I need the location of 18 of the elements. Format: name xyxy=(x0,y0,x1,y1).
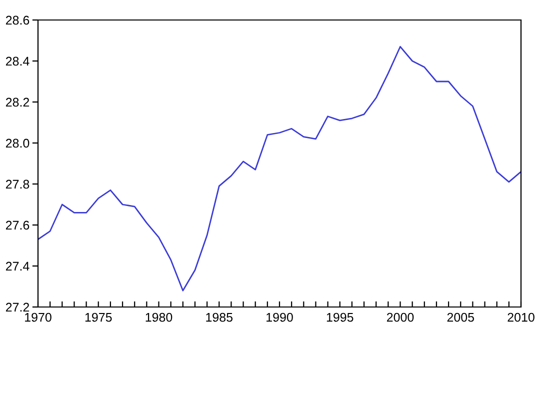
y-tick-label: 28.2 xyxy=(6,98,30,107)
x-tick-label: 1980 xyxy=(146,312,172,322)
y-tick-label: 27.8 xyxy=(6,180,30,189)
y-tick-label: 28.0 xyxy=(6,138,30,148)
x-tick-label: 2005 xyxy=(447,312,474,322)
x-tick-label: 1985 xyxy=(206,312,233,322)
y-tick-label: 28.4 xyxy=(6,56,30,66)
y-tick-label: 27.6 xyxy=(6,220,30,230)
x-tick-label: 1990 xyxy=(266,312,293,322)
x-tick-label: 1975 xyxy=(85,312,112,322)
y-tick-label: 27.4 xyxy=(6,262,30,271)
x-tick-label: 2010 xyxy=(508,312,534,322)
x-tick-label: 1995 xyxy=(326,312,354,322)
y-tick-label: 28.6 xyxy=(6,16,30,25)
x-tick-label: 1970 xyxy=(25,312,52,322)
y-tick-label: 27.2 xyxy=(6,302,30,312)
x-tick-label: 2000 xyxy=(386,312,414,322)
line-series xyxy=(38,46,521,292)
